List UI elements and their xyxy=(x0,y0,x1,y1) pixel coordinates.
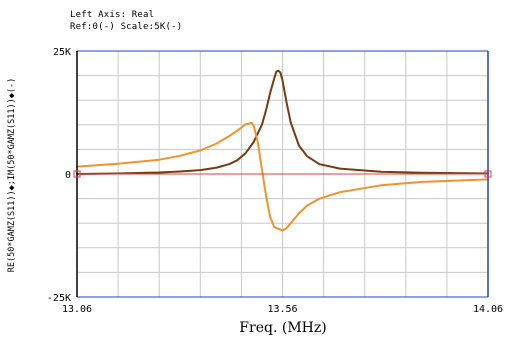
x-tick-label: 13.06 xyxy=(62,304,92,315)
plot-frame xyxy=(76,50,489,298)
x-tick-label: 13.56 xyxy=(267,304,297,315)
series-line-1 xyxy=(76,69,489,175)
right-ref-marker xyxy=(484,170,492,178)
x-tick-label: 14.06 xyxy=(473,304,503,315)
data-series xyxy=(76,69,489,232)
y-tick-label: 0 xyxy=(65,170,71,181)
x-axis-label: Freq. (MHz) xyxy=(239,320,326,336)
left-ref-marker xyxy=(73,170,81,178)
y-axis-label: RE(50*GAMZ(S11))◆;IM(50*GAMZ(S11))◆(-) xyxy=(7,78,17,272)
left-axis-caption: Left Axis: Real xyxy=(70,10,155,20)
y-tick-label: -25K xyxy=(47,293,71,304)
ref-scale-caption: Ref:0(-) Scale:5K(-) xyxy=(70,22,183,32)
line-markers xyxy=(73,170,492,178)
y-tick-label: 25K xyxy=(53,47,71,58)
series-line-2 xyxy=(76,121,489,232)
